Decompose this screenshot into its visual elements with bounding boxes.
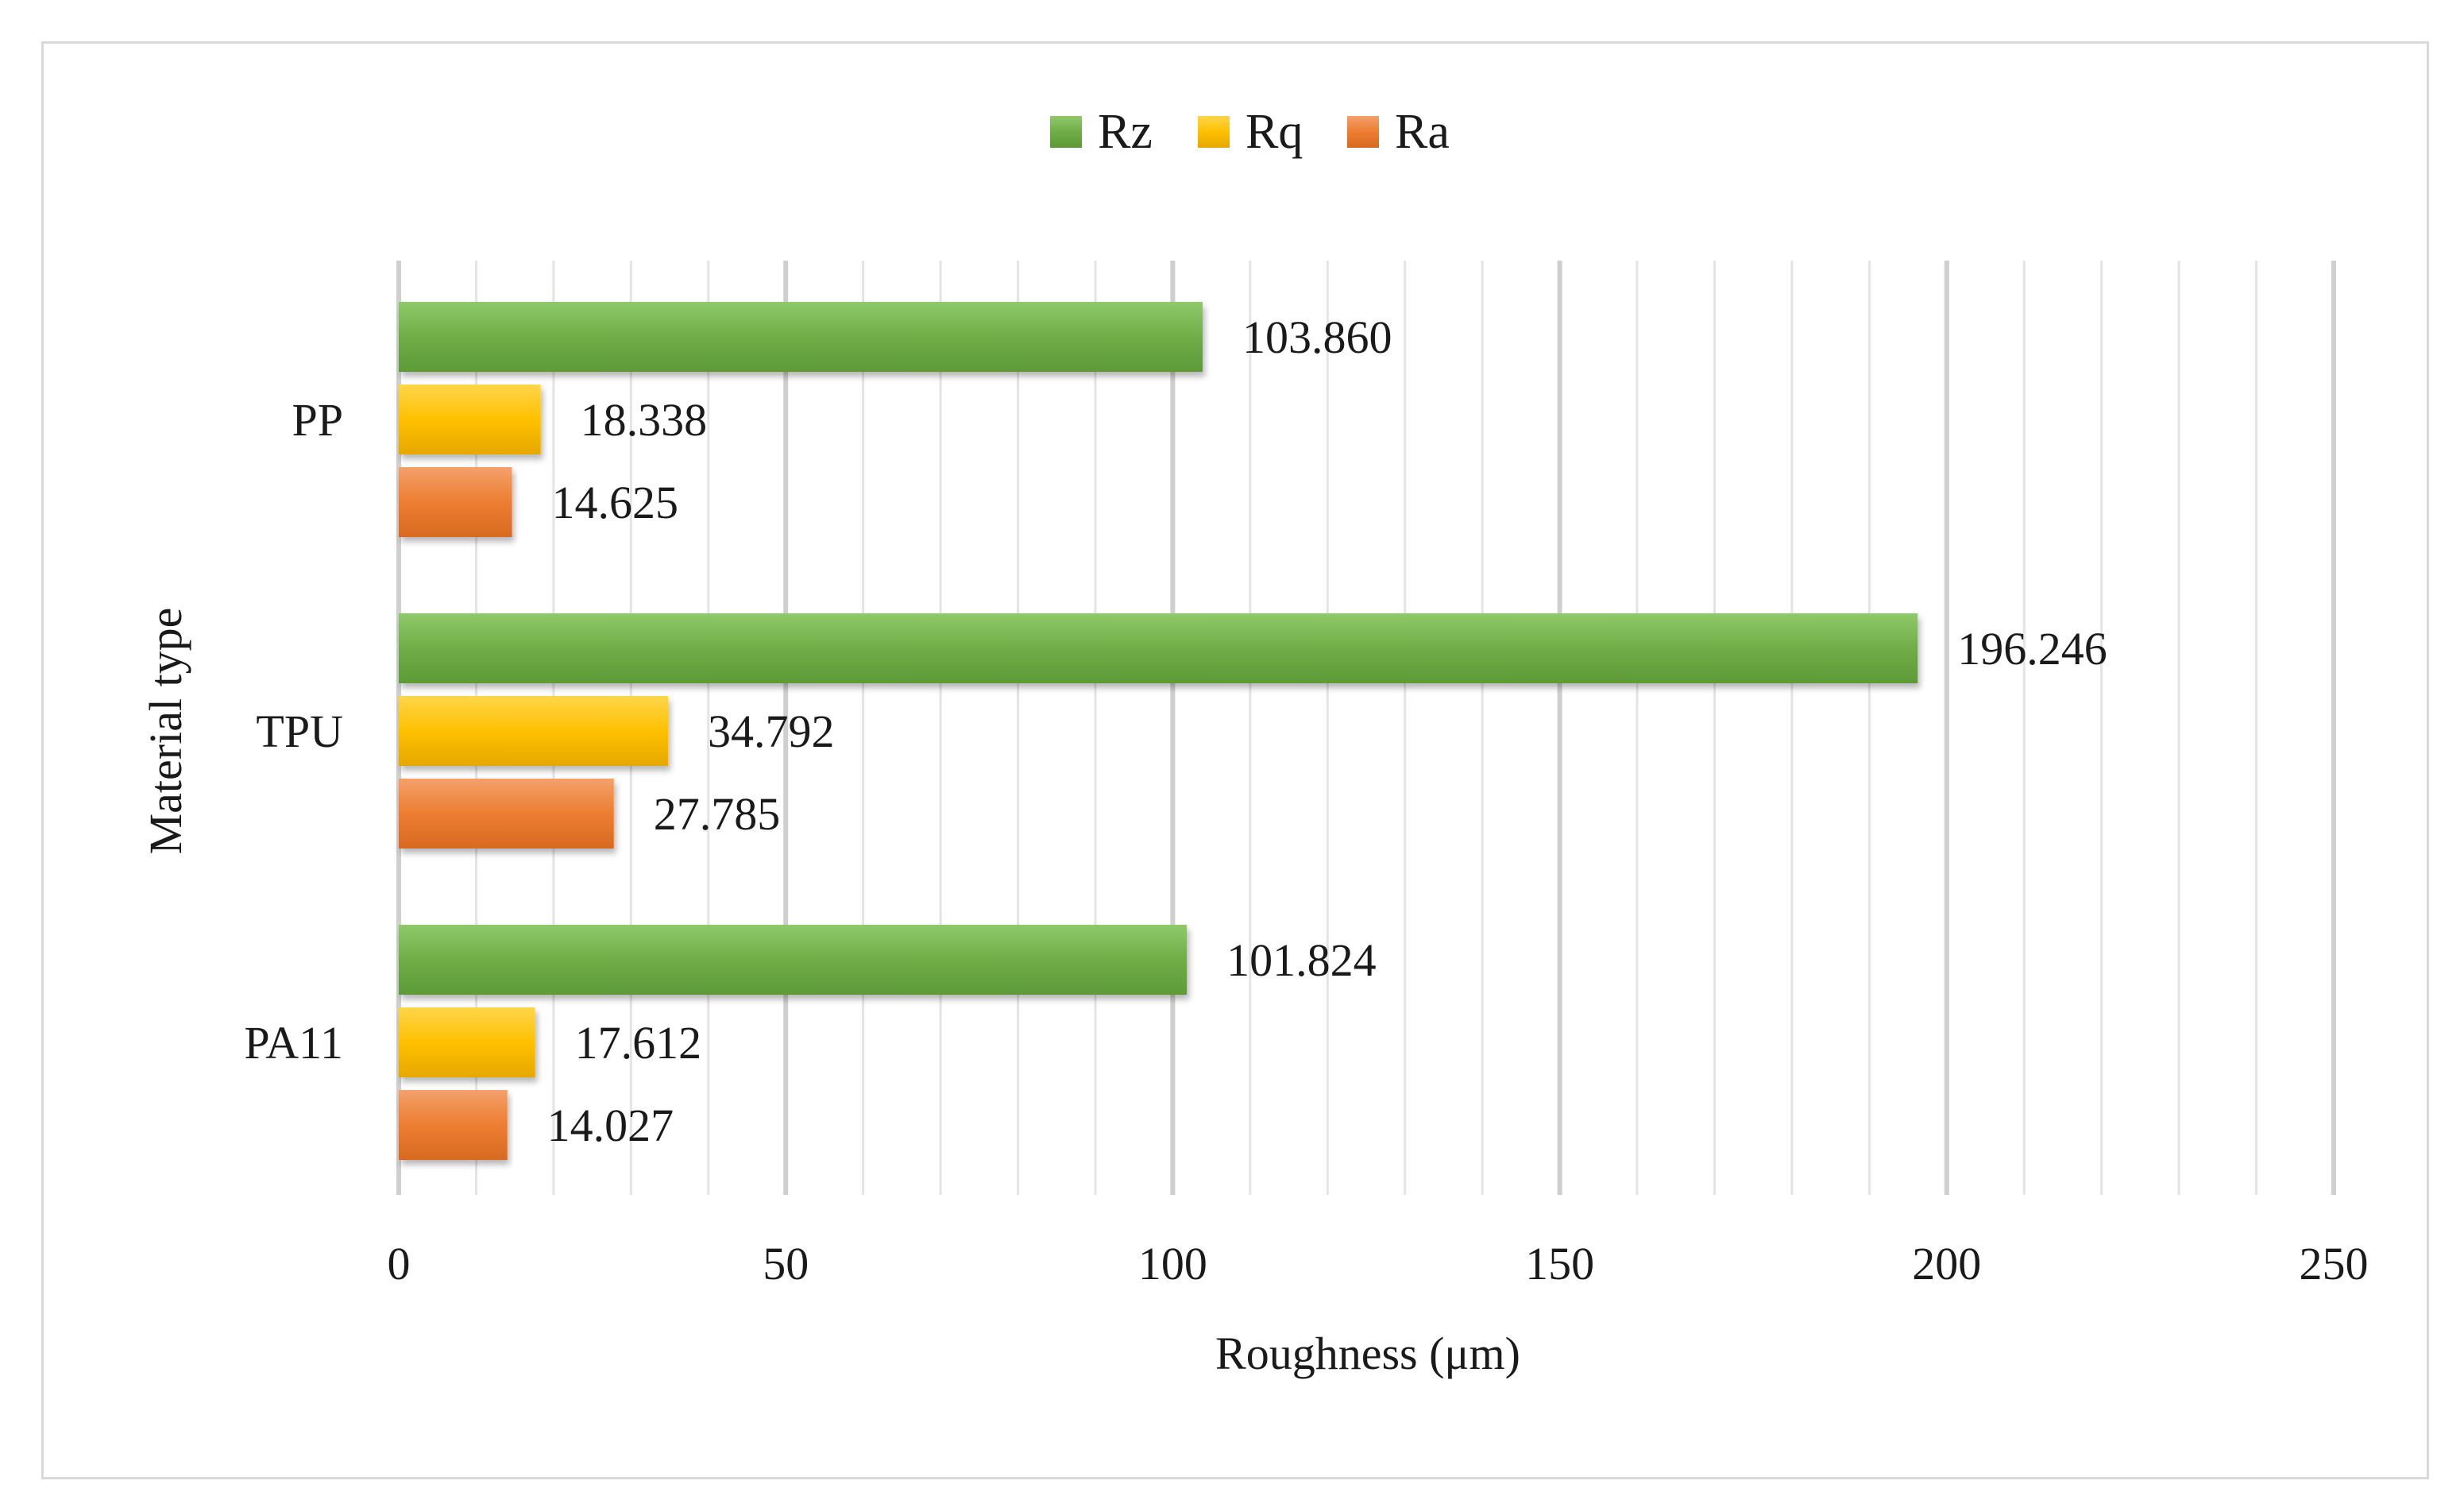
- legend-label-rq: Rq: [1246, 105, 1303, 159]
- y-axis-title: Material type: [140, 608, 191, 855]
- legend: Rz Rq Ra: [1050, 105, 1450, 159]
- data-label-ra-tpu: 27.785: [654, 788, 781, 840]
- data-labels: 101.824 17.612 14.027 196.246 34.792 27.785 10…: [547, 311, 2107, 1151]
- x-tick-label: 50: [763, 1238, 809, 1289]
- data-label-rq-pa11: 17.612: [575, 1017, 702, 1069]
- category-label-pp: PP: [292, 394, 343, 446]
- x-tick-labels: 0 50 100 150 200 250: [388, 1238, 2369, 1289]
- bar-ra-tpu: [399, 779, 614, 849]
- data-label-rz-pa11: 101.824: [1226, 934, 1377, 986]
- x-tick-label: 100: [1138, 1238, 1207, 1289]
- x-axis-title: Roughness (μm): [1215, 1328, 1520, 1379]
- bar-rq-pp: [399, 385, 541, 454]
- legend-swatch-rz: [1050, 116, 1082, 148]
- data-label-rq-tpu: 34.792: [708, 706, 834, 757]
- bar-rq-tpu: [399, 696, 669, 766]
- bar-ra-pp: [399, 467, 512, 537]
- data-label-rq-pp: 18.338: [581, 394, 708, 446]
- bar-rz-tpu: [399, 613, 1918, 683]
- x-tick-label: 0: [388, 1238, 411, 1289]
- bar-rz-pa11: [399, 925, 1188, 995]
- bar-ra-pa11: [399, 1090, 508, 1160]
- x-tick-label: 250: [2300, 1238, 2369, 1289]
- data-label-ra-pa11: 14.027: [547, 1100, 674, 1151]
- y-category-labels: PA11 TPU PP: [244, 394, 343, 1069]
- legend-label-rz: Rz: [1098, 105, 1153, 159]
- legend-label-ra: Ra: [1395, 105, 1450, 159]
- bar-rq-pa11: [399, 1007, 535, 1077]
- data-label-ra-pp: 14.625: [552, 477, 679, 528]
- bar-rz-pp: [399, 302, 1203, 372]
- data-label-rz-pp: 103.860: [1242, 311, 1392, 363]
- bars: [399, 302, 1918, 1160]
- x-tick-label: 200: [1912, 1238, 1981, 1289]
- category-label-tpu: TPU: [256, 706, 343, 757]
- data-label-rz-tpu: 196.246: [1957, 623, 2107, 675]
- legend-swatch-ra: [1347, 116, 1379, 148]
- legend-swatch-rq: [1198, 116, 1230, 148]
- x-tick-label: 150: [1525, 1238, 1594, 1289]
- category-label-pa11: PA11: [244, 1017, 343, 1069]
